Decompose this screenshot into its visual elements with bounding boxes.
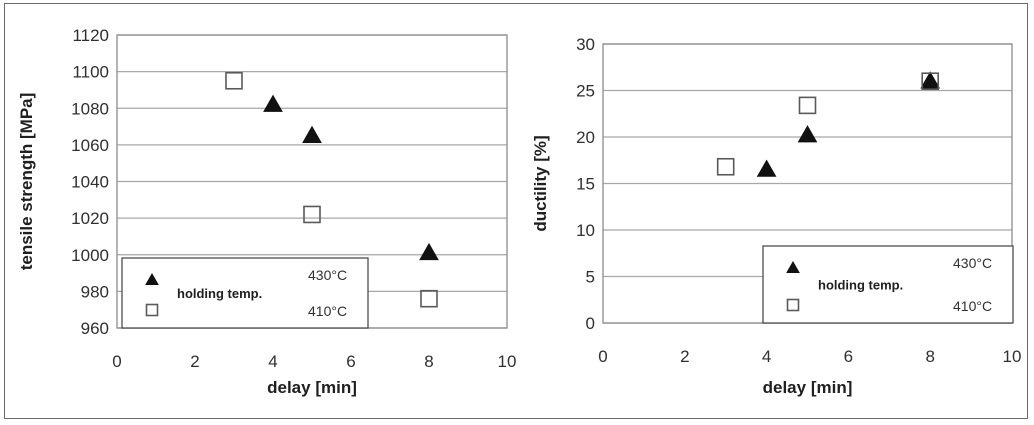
legend-square-icon [786,298,800,312]
x-tick-label: 4 [762,347,771,366]
x-tick-label: 0 [598,347,607,366]
y-axis-title: ductility [%] [531,135,550,231]
data-point-430 [263,94,283,112]
legend-title: holding temp. [818,278,903,293]
legend-square-icon [145,303,159,317]
y-tick-label: 1020 [71,209,109,228]
y-tick-label: 1000 [71,246,109,265]
data-point-410 [225,71,243,90]
data-point-430 [920,71,941,89]
x-tick-label: 2 [680,347,689,366]
data-point-430 [302,125,322,143]
x-axis-title: delay [min] [267,378,357,397]
y-tick-label: 1040 [71,173,109,192]
x-tick-label: 4 [268,352,277,371]
legend-entry-410: 410°C [308,303,347,319]
legend-entry-430: 430°C [953,255,992,271]
data-point-410 [921,72,940,90]
x-tick-label: 8 [925,347,934,366]
data-point-410 [798,96,817,115]
y-tick-label: 980 [81,282,109,301]
y-tick-label: 15 [576,175,595,194]
y-tick-label: 1060 [71,136,109,155]
chart-1: 960 980 1000 1020 1040 1060 1080 1100 1120 0 2 4 6 8 1… [17,26,516,397]
data-point-410 [420,289,438,308]
x-tick-label: 8 [424,352,433,371]
y-tick-label: 1080 [71,99,109,118]
legend-triangle-icon [786,260,800,273]
y-tick-label: 960 [81,319,109,338]
y-tick-label: 1100 [72,63,109,82]
y-tick-label: 10 [576,221,595,240]
y-tick-label: 5 [586,268,595,287]
legend-box [121,257,369,329]
y-tick-label: 0 [586,314,595,333]
y-tick-label: 20 [576,128,595,147]
y-tick-label: 25 [576,82,595,101]
legend-triangle-icon [145,272,159,285]
data-point-430 [756,159,777,177]
y-tick-label: 1120 [72,26,109,45]
x-tick-label: 6 [844,347,853,366]
legend-entry-430: 430°C [308,267,347,283]
y-tick-label: 30 [576,35,595,54]
legend-entry-410: 410°C [953,298,992,314]
x-tick-label: 10 [498,352,517,371]
x-tick-label: 0 [112,352,121,371]
figure-frame [4,3,1028,419]
data-point-430 [797,125,818,143]
x-tick-label: 6 [346,352,355,371]
chart-2: 0 5 10 15 20 25 30 0 2 4 6 8 10 delay [min] ductility … [531,35,1021,397]
legend-title: holding temp. [177,286,262,301]
x-tick-label: 10 [1003,347,1022,366]
x-axis-title: delay [min] [763,378,853,397]
y-axis-title: tensile strength [MPa] [17,93,36,271]
legend-box [762,245,1014,324]
data-point-410 [303,205,321,224]
data-point-410 [716,157,735,176]
data-point-430 [419,242,439,261]
x-tick-label: 2 [190,352,199,371]
